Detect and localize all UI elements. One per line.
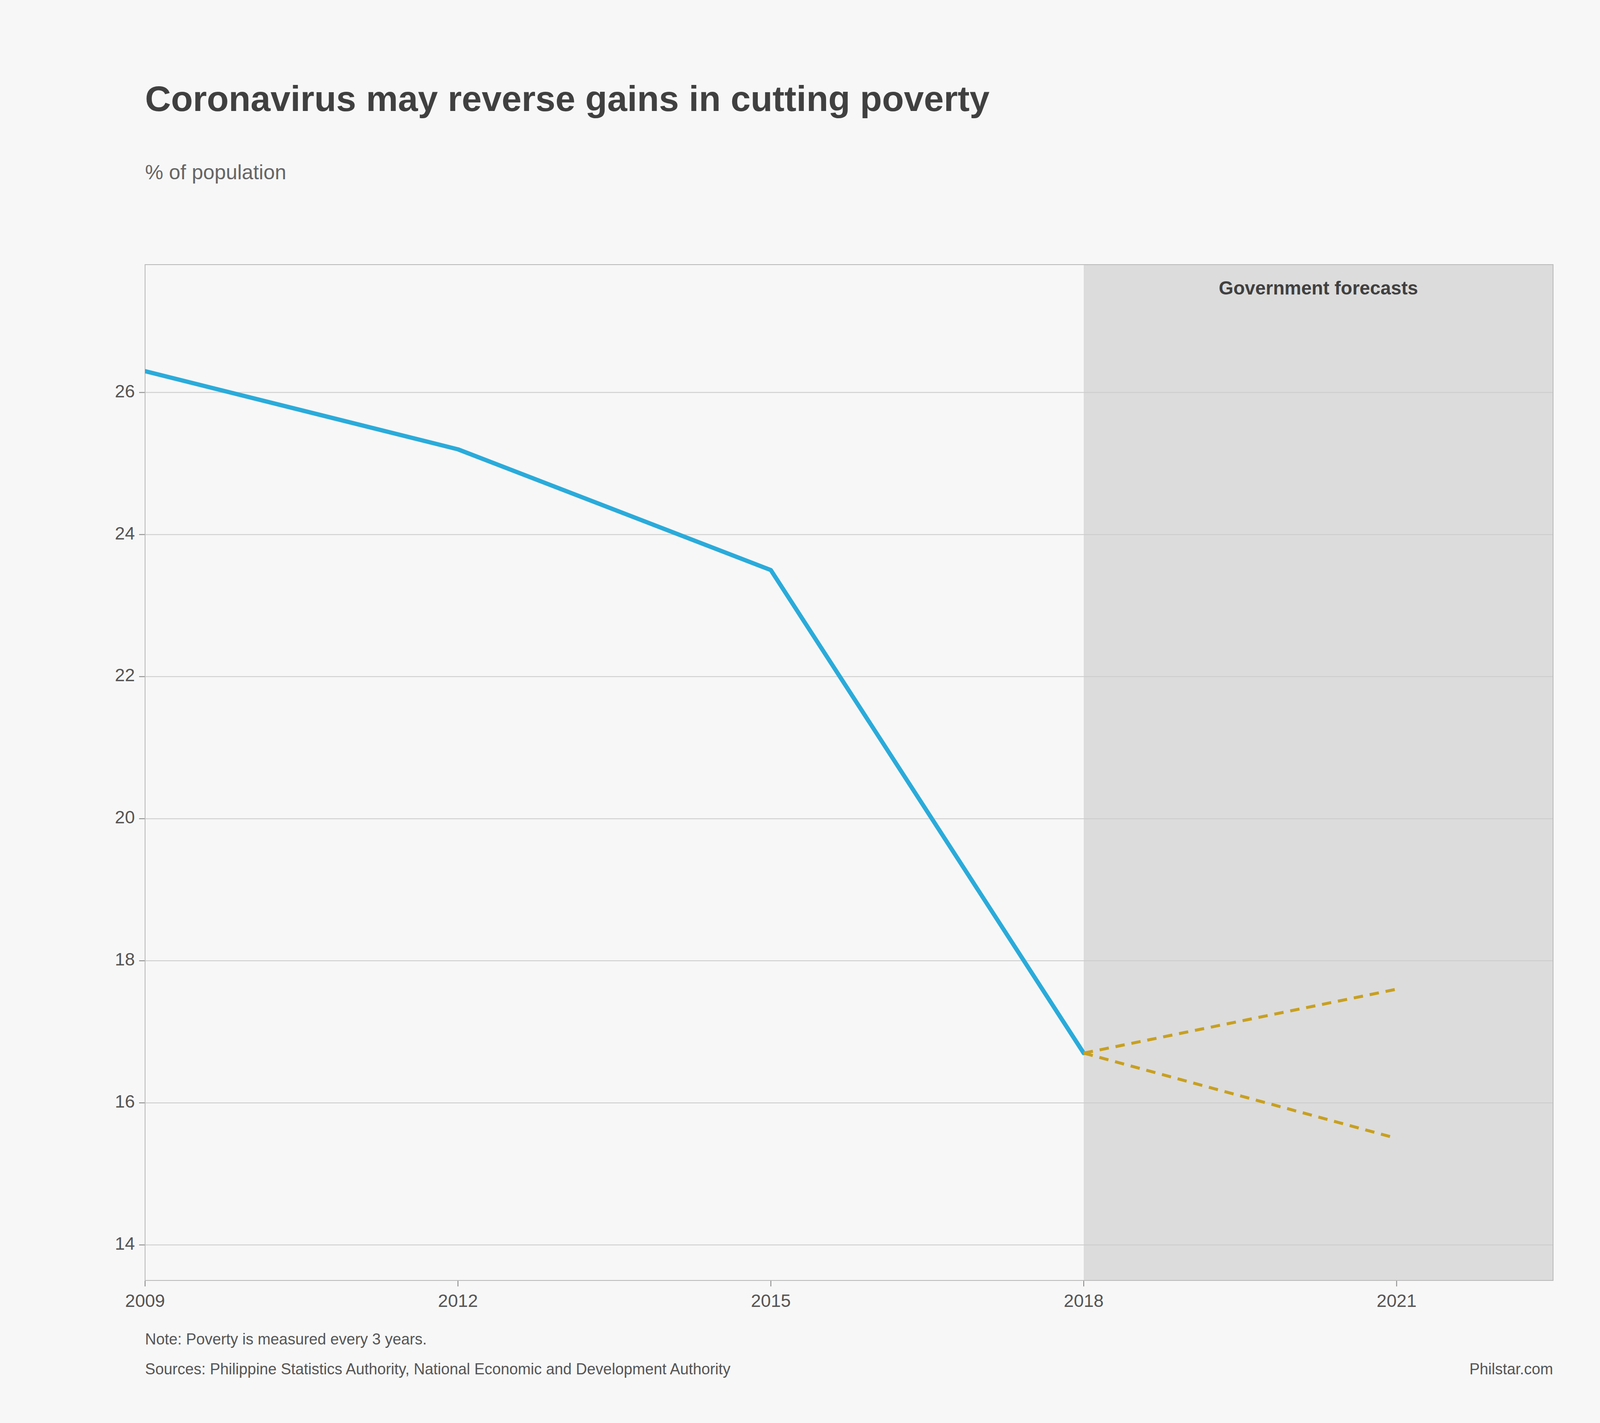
- plot-frame: [145, 264, 1554, 1280]
- forecast-line: [1083, 989, 1397, 1054]
- y-tick-label: 22: [114, 664, 135, 685]
- subtitle: % of population: [145, 160, 287, 184]
- note: Note: Poverty is measured every 3 years.: [145, 1329, 427, 1348]
- y-tick: [139, 675, 146, 677]
- x-tick: [770, 1280, 772, 1286]
- x-tick-label: 2015: [750, 1290, 791, 1311]
- x-axis: 2009 2012 2015 2018 2021: [125, 1280, 1417, 1311]
- x-tick: [1396, 1280, 1397, 1286]
- y-grid: 14 16 18 20 22 24 26: [114, 381, 1554, 1254]
- grid-line: [145, 533, 1554, 535]
- chart: 14 16 18 20 22 24 26 2009 2012 2015 2018 2021 Govern…: [0, 0, 1600, 1423]
- y-tick-label: 16: [114, 1090, 135, 1112]
- y-tick: [139, 533, 146, 535]
- grid-line: [145, 392, 1554, 393]
- grid-line: [145, 960, 1554, 961]
- forecast-region: [1083, 264, 1554, 1280]
- grid-line: [145, 675, 1554, 677]
- y-tick-label: 20: [114, 806, 135, 827]
- grid-line: [145, 1102, 1554, 1103]
- x-tick: [1083, 1280, 1085, 1286]
- x-tick-label: 2021: [1376, 1290, 1417, 1311]
- lines: [145, 371, 1397, 1138]
- y-tick: [139, 392, 146, 393]
- source: Sources: Philippine Statistics Authority…: [145, 1359, 731, 1378]
- credit: Philstar.com: [1469, 1359, 1554, 1378]
- y-tick: [139, 817, 146, 819]
- y-tick-label: 24: [114, 523, 135, 544]
- title: Coronavirus may reverse gains in cutting…: [145, 78, 990, 119]
- y-tick-label: 14: [114, 1233, 135, 1254]
- y-tick-label: 18: [114, 948, 135, 969]
- x-tick-label: 2018: [1063, 1290, 1104, 1311]
- grid-line: [145, 817, 1554, 819]
- grid-line: [145, 1244, 1554, 1246]
- history-line: [145, 371, 1084, 1054]
- forecast-region-group: [1083, 264, 1554, 1280]
- x-tick-label: 2009: [125, 1290, 165, 1311]
- y-tick-label: 26: [114, 381, 135, 402]
- y-tick: [139, 1102, 146, 1103]
- x-tick: [457, 1280, 459, 1286]
- x-tick-label: 2012: [438, 1290, 478, 1311]
- background: [0, 0, 1600, 1423]
- y-tick: [139, 1244, 146, 1246]
- forecast-line: [1083, 1052, 1397, 1138]
- forecast-label: Government forecasts: [1218, 277, 1418, 299]
- y-tick: [139, 960, 146, 961]
- x-tick: [144, 1280, 146, 1286]
